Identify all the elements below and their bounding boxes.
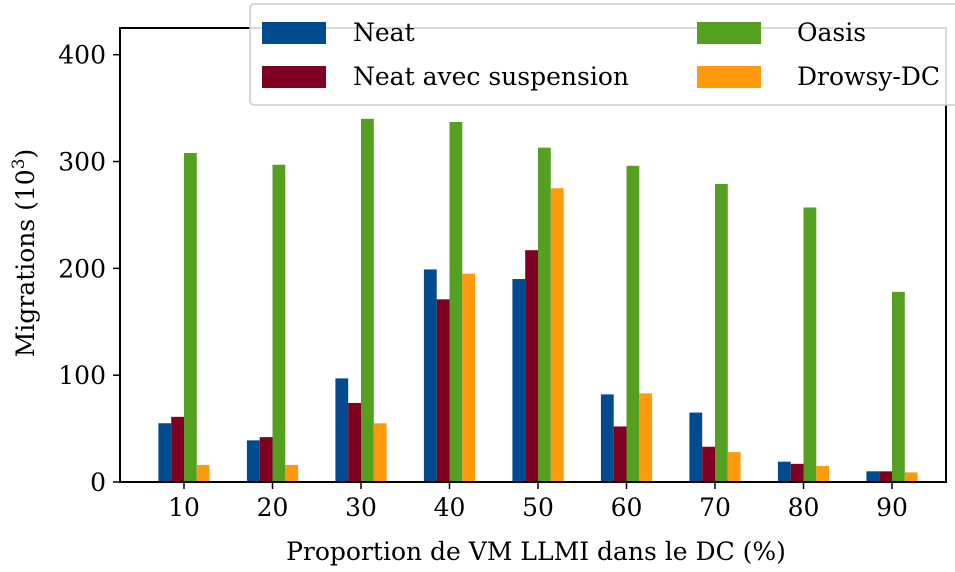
- bar-oasis-40: [449, 122, 463, 482]
- x-axis-ticks: 10 20 30 40 50 60 70 80 90: [168, 482, 908, 522]
- legend-swatch: [697, 22, 761, 44]
- bar-neat-avec-suspension-30: [348, 402, 361, 482]
- bar-oasis-80: [803, 207, 817, 482]
- bar-neat-60: [600, 394, 614, 482]
- bar-drowsy-dc-60: [639, 393, 653, 482]
- x-tick-label: 90: [876, 493, 908, 522]
- legend-label: Oasis: [797, 18, 866, 47]
- bar-neat-avec-suspension-70: [702, 446, 715, 482]
- bar-neat-10: [158, 423, 172, 482]
- bar-neat-20: [246, 440, 260, 482]
- bar-neat-50: [512, 279, 526, 482]
- legend-label: Neat avec suspension: [353, 62, 629, 91]
- x-tick-label: 50: [522, 493, 554, 522]
- x-tick-label: 30: [345, 493, 377, 522]
- y-axis-label-close: ): [11, 149, 40, 159]
- y-axis-label: Migrations (103): [9, 149, 40, 358]
- bar-drowsy-dc-10: [196, 464, 210, 482]
- bar-drowsy-dc-90: [904, 472, 918, 482]
- bars-layer: [158, 118, 918, 483]
- x-tick-label: 10: [168, 493, 200, 522]
- y-axis-label-main: Migrations (10: [11, 169, 40, 357]
- bar-drowsy-dc-80: [816, 465, 830, 482]
- bar-neat-avec-suspension-20: [259, 437, 273, 482]
- y-tick-label: 100: [58, 361, 106, 390]
- x-tick-label: 70: [699, 493, 731, 522]
- bar-neat-avec-suspension-60: [613, 426, 627, 482]
- bar-neat-70: [689, 412, 703, 482]
- bar-neat-30: [335, 378, 349, 482]
- x-tick-label: 80: [788, 493, 820, 522]
- y-tick-label: 400: [58, 41, 106, 70]
- x-axis-label: Proportion de VM LLMI dans le DC (%): [286, 537, 786, 566]
- y-tick-label: 300: [58, 148, 106, 177]
- legend-label: Neat: [353, 18, 415, 47]
- y-tick-label: 200: [58, 254, 106, 283]
- bar-neat-avec-suspension-90: [879, 471, 892, 482]
- bar-oasis-60: [626, 165, 640, 483]
- bar-neat-avec-suspension-40: [436, 299, 450, 482]
- bar-drowsy-dc-20: [285, 464, 299, 482]
- y-axis-label-exponent: 3: [9, 158, 29, 169]
- legend-box: [249, 3, 955, 106]
- legend-swatch: [262, 66, 326, 88]
- legend: Neat Neat avec suspension Oasis Drowsy-DC: [249, 3, 955, 106]
- y-axis-ticks: 0 100 200 300 400: [58, 41, 120, 497]
- bar-oasis-20: [272, 164, 286, 483]
- bar-oasis-30: [361, 118, 374, 483]
- bar-oasis-70: [715, 183, 728, 482]
- bar-oasis-90: [892, 291, 905, 482]
- bar-neat-40: [423, 269, 437, 482]
- bar-neat-90: [866, 471, 880, 482]
- bar-drowsy-dc-50: [550, 188, 564, 483]
- bar-neat-avec-suspension-10: [171, 416, 184, 482]
- legend-swatch: [262, 22, 326, 44]
- bar-neat-avec-suspension-80: [790, 463, 804, 482]
- legend-swatch: [697, 66, 761, 88]
- bar-drowsy-dc-70: [727, 452, 741, 482]
- bar-neat-80: [777, 461, 791, 482]
- legend-label: Drowsy-DC: [797, 62, 940, 91]
- bar-drowsy-dc-40: [462, 273, 476, 482]
- x-tick-label: 40: [434, 493, 466, 522]
- x-tick-label: 60: [611, 493, 643, 522]
- x-tick-label: 20: [257, 493, 289, 522]
- bar-drowsy-dc-30: [373, 423, 387, 482]
- bar-oasis-10: [184, 152, 197, 483]
- bar-neat-avec-suspension-50: [525, 250, 538, 482]
- bar-oasis-50: [538, 147, 551, 482]
- y-tick-label: 0: [90, 468, 106, 497]
